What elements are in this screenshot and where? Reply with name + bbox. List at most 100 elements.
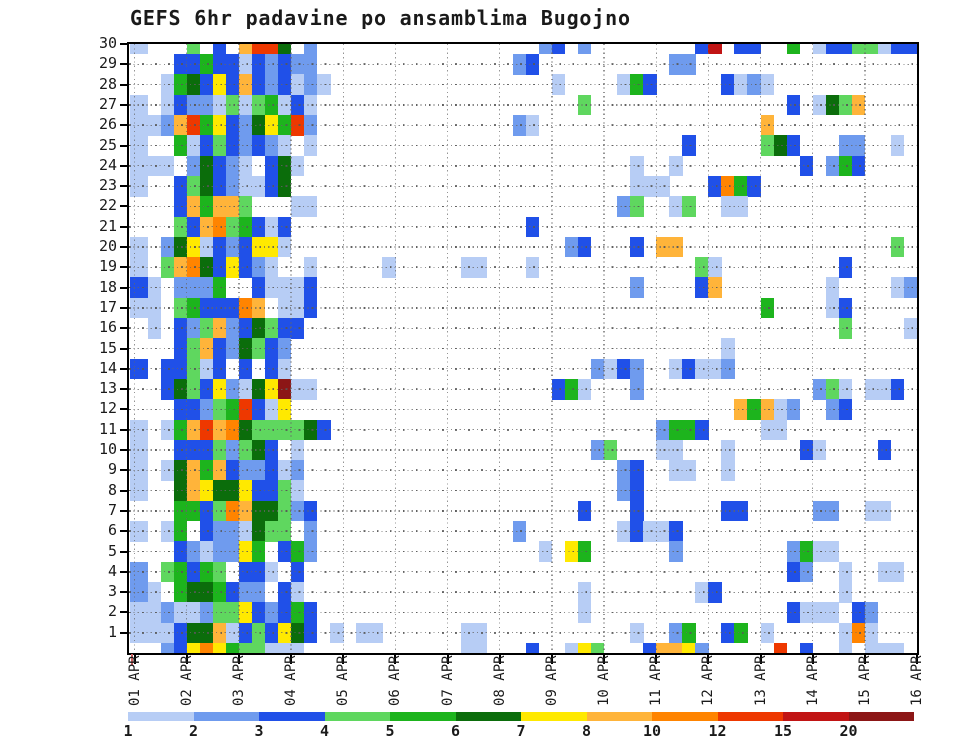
h-gridline-colmarks <box>129 428 917 431</box>
y-tick <box>120 63 128 66</box>
y-tick-label: 24 <box>98 155 117 174</box>
v-gridline <box>186 44 188 653</box>
heatmap-cell <box>903 44 917 55</box>
heatmap-cell <box>277 44 292 55</box>
chart-title: GEFS 6hr padavine po ansamblima Bugojno <box>130 6 631 30</box>
y-tick <box>120 225 128 228</box>
heatmap-cell <box>838 44 853 55</box>
h-gridline-colmarks <box>129 530 917 533</box>
x-tick-label: 03 APR <box>230 655 247 706</box>
h-gridline-colmarks <box>129 225 917 228</box>
x-tick <box>446 655 449 664</box>
v-gridline <box>238 44 240 653</box>
heatmap-cell <box>186 44 201 55</box>
heatmap-cell <box>669 642 683 653</box>
colorbar-segment <box>455 712 521 721</box>
y-tick <box>120 408 128 411</box>
colorbar-tick-label: 2 <box>188 722 199 740</box>
v-gridline <box>707 44 710 653</box>
x-tick-label: 02 APR <box>178 655 195 706</box>
heatmap-cell <box>251 44 266 55</box>
x-tick-label: 16 APR <box>909 655 925 706</box>
y-tick-label: 5 <box>107 541 117 560</box>
y-tick-label: 21 <box>98 216 117 235</box>
x-tick <box>916 655 918 664</box>
y-tick <box>120 388 128 391</box>
h-gridline-colmarks <box>129 469 917 472</box>
y-tick <box>120 449 128 451</box>
x-tick <box>707 655 710 664</box>
v-gridline <box>446 44 449 653</box>
v-gridline <box>812 44 814 653</box>
v-gridline <box>499 44 501 653</box>
x-tick-label: 10 APR <box>596 655 612 706</box>
colorbar-tick-label: 7 <box>516 722 526 740</box>
x-tick-label: 05 APR <box>335 655 352 706</box>
v-gridline <box>603 44 605 653</box>
y-tick-label: 1 <box>107 622 117 641</box>
h-gridline-colmarks <box>129 550 917 553</box>
heatmap-cell <box>747 44 761 55</box>
colorbar-tick-label: 6 <box>450 722 461 740</box>
y-tick-label: 18 <box>98 277 117 296</box>
y-tick-label: 2 <box>107 602 117 621</box>
h-gridline-colmarks <box>129 286 917 289</box>
y-tick-label: 15 <box>98 338 117 357</box>
heatmap-cell <box>238 642 253 653</box>
colorbar-tick-label: 8 <box>581 722 592 740</box>
x-tick-label: 08 APR <box>491 655 508 706</box>
y-tick <box>120 83 128 86</box>
h-gridline-colmarks <box>129 266 917 269</box>
heatmap-cell <box>695 642 709 653</box>
colorbar-segment <box>717 712 783 721</box>
y-tick <box>120 611 128 614</box>
y-tick-label: 30 <box>98 34 117 52</box>
y-tick-label: 11 <box>98 419 117 438</box>
heatmap-cell <box>890 642 905 653</box>
y-tick <box>120 347 128 350</box>
y-tick-label: 7 <box>107 500 117 519</box>
heatmap-cell <box>291 642 305 653</box>
heatmap-cell <box>643 642 657 653</box>
y-tick <box>120 205 128 208</box>
heatmap-cell <box>682 642 696 653</box>
y-tick <box>120 428 128 431</box>
heatmap-cell <box>277 642 292 653</box>
heatmap-cell <box>799 642 814 653</box>
y-tick <box>120 286 128 289</box>
h-gridline-colmarks <box>129 347 917 350</box>
h-gridline-colmarks <box>129 388 917 390</box>
heatmap-cell <box>734 44 748 55</box>
v-gridline <box>864 44 866 653</box>
y-tick-label: 3 <box>107 582 117 601</box>
heatmap-cell <box>577 642 592 653</box>
x-tick <box>655 655 658 664</box>
x-tick <box>863 655 866 664</box>
x-tick <box>133 655 136 664</box>
y-tick-label: 19 <box>98 257 117 276</box>
colorbar-segment <box>193 712 259 721</box>
y-tick-label: 12 <box>98 399 117 418</box>
colorbar-segment <box>652 712 718 721</box>
x-tick-label: 15 APR <box>856 655 873 706</box>
heatmap-cell <box>304 44 318 55</box>
x-tick-label: 07 APR <box>439 655 456 706</box>
h-gridline-colmarks <box>129 489 917 492</box>
colorbar-segment <box>128 712 194 721</box>
v-gridline <box>551 44 553 653</box>
y-tick <box>120 164 128 167</box>
y-tick <box>120 327 128 330</box>
y-tick-label: 22 <box>98 196 117 215</box>
heatmap-cell <box>186 642 201 653</box>
colorbar-tick-label: 4 <box>319 722 330 740</box>
heatmap-cell <box>695 44 709 55</box>
h-gridline-colmarks <box>129 83 917 86</box>
h-gridline-colmarks <box>129 104 917 106</box>
h-gridline-colmarks <box>129 205 917 208</box>
y-tick-label: 6 <box>107 521 117 540</box>
heatmap-cell <box>225 642 240 653</box>
x-tick <box>290 655 292 664</box>
h-gridline-colmarks <box>129 408 917 411</box>
x-tick <box>394 655 397 664</box>
heatmap-cell <box>264 642 279 653</box>
